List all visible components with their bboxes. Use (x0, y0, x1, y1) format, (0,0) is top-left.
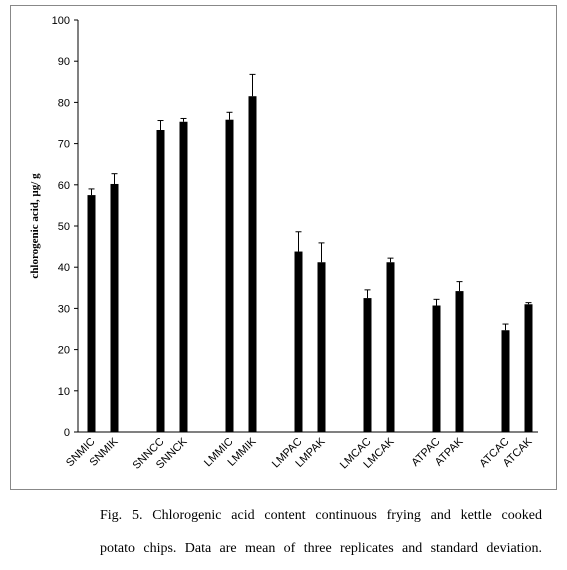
caption-line: potato chips. Data are mean of three rep… (100, 541, 542, 556)
bar (110, 183, 119, 432)
error-bar (88, 188, 95, 196)
chart: chlorogenic acid, µg/ g 0 10 20 30 40 50 60 70 8… (10, 5, 557, 490)
bar (363, 298, 372, 432)
caption-line: Fig. 5. Chlorogenic acid content continu… (100, 508, 542, 523)
y-tick-label: 20 (58, 345, 70, 357)
error-bar (157, 120, 164, 131)
error-bar (525, 302, 532, 305)
y-tick-label: 60 (58, 180, 70, 192)
error-bar (226, 111, 233, 120)
bar (455, 291, 464, 432)
y-tick-label: 80 (58, 97, 70, 109)
y-tick-label: 30 (58, 303, 70, 315)
error-bar (364, 289, 371, 299)
bar (156, 130, 165, 432)
error-bar (295, 231, 302, 252)
y-axis-label: chlorogenic acid, µg/ g (29, 173, 41, 279)
chart-frame (10, 5, 557, 490)
bar (294, 251, 303, 432)
error-bar (180, 117, 187, 122)
y-tick-label: 50 (58, 221, 70, 233)
bar (87, 195, 96, 432)
bar (225, 119, 234, 432)
bar (386, 262, 395, 432)
error-bar (433, 298, 440, 306)
error-bar (249, 73, 256, 97)
y-tick-label: 70 (58, 139, 70, 151)
error-bar (502, 323, 509, 331)
bar (248, 96, 257, 432)
bar (501, 330, 510, 432)
y-tick-label: 40 (58, 262, 70, 274)
error-bar (111, 173, 118, 184)
error-bar (318, 242, 325, 263)
y-tick-label: 0 (64, 427, 70, 439)
y-tick-label: 90 (58, 56, 70, 68)
y-tick-label: 100 (52, 15, 70, 27)
bar (317, 262, 326, 432)
y-tick-label: 10 (58, 386, 70, 398)
bar (432, 305, 441, 432)
error-bar (456, 281, 463, 292)
bar (524, 304, 533, 432)
bar (179, 121, 188, 432)
error-bar (387, 257, 394, 263)
